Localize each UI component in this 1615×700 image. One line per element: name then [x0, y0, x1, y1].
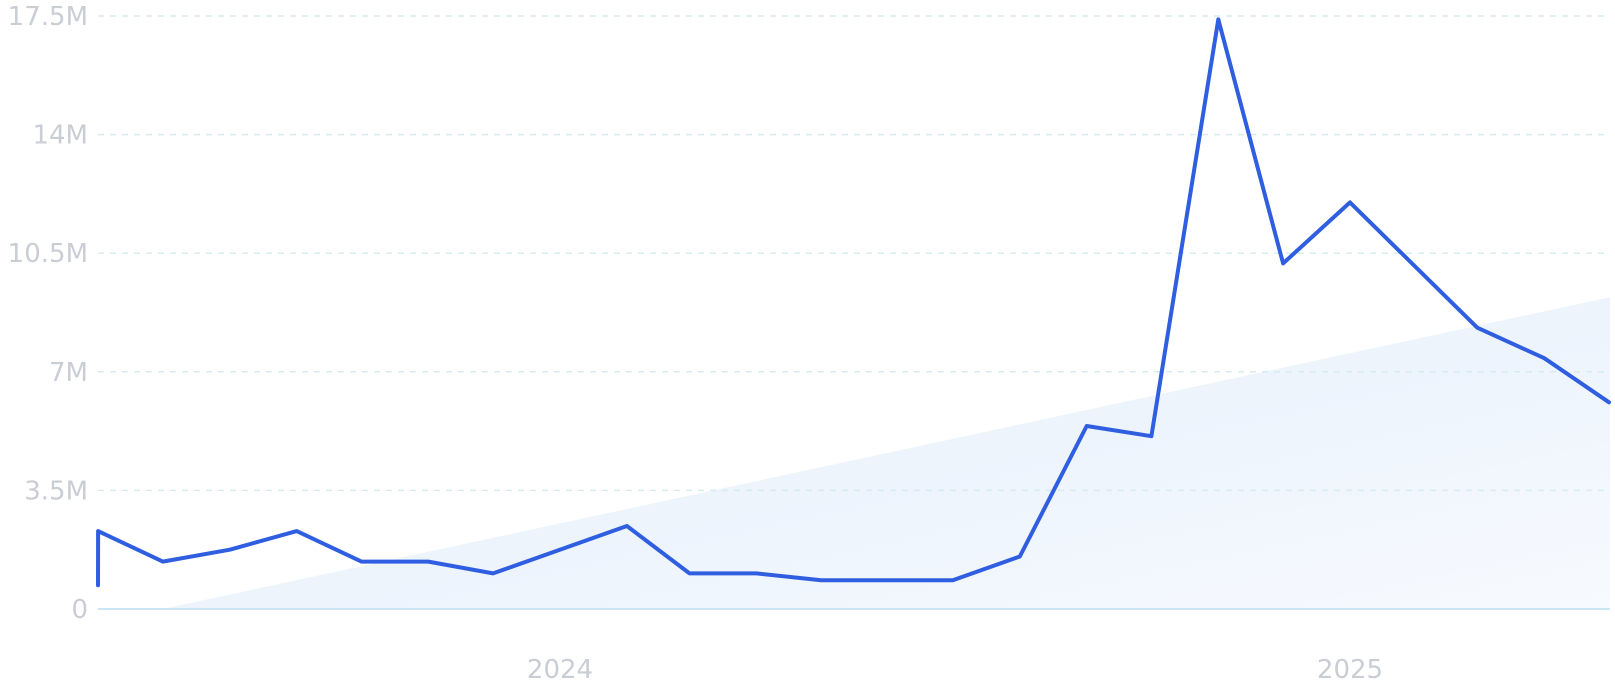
trend-area — [162, 297, 1610, 609]
x-tick-label: 2024 — [527, 655, 593, 685]
y-tick-label: 0 — [71, 595, 88, 625]
x-tick-label: 2025 — [1317, 655, 1383, 685]
y-tick-label: 7M — [49, 358, 88, 388]
y-tick-label: 17.5M — [8, 2, 88, 32]
y-tick-label: 10.5M — [8, 239, 88, 269]
y-tick-label: 14M — [32, 121, 88, 151]
y-tick-label: 3.5M — [24, 476, 88, 506]
series-line — [96, 17, 1611, 588]
